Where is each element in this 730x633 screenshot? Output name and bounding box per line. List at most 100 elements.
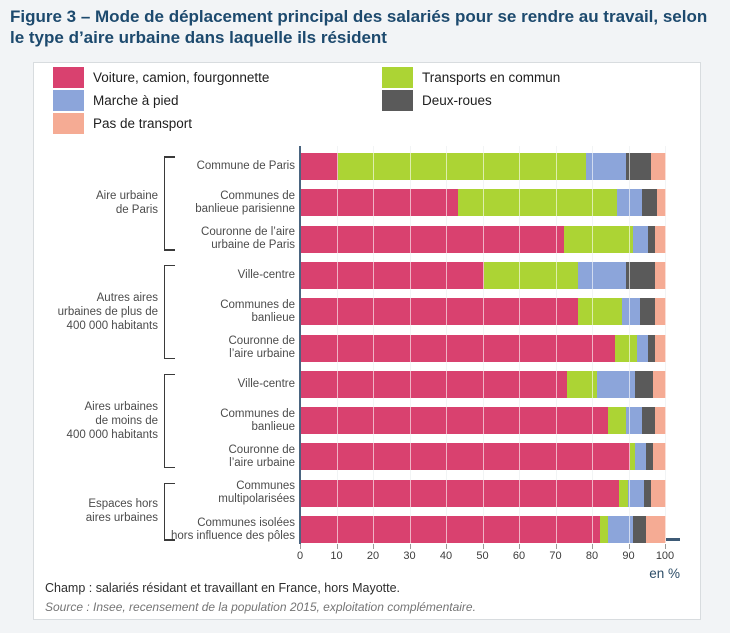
- bar-segment: [642, 189, 657, 217]
- x-tick-30: [409, 544, 411, 549]
- bar-segment: [655, 334, 666, 362]
- row-label: Communes isolées hors influence des pôle…: [170, 516, 295, 542]
- legend-swatch-1: [382, 67, 413, 88]
- scope-note: Champ : salariés résidant et travaillant…: [45, 581, 401, 595]
- x-tick-100: [665, 544, 666, 549]
- x-tick-70: [555, 544, 557, 549]
- bar-row-8: [301, 443, 666, 471]
- bar-segment: [655, 225, 666, 253]
- bar-segment: [301, 370, 568, 398]
- plot-area: en % Commune de Paris Communes de banlieu…: [34, 63, 700, 619]
- x-tick-label-80: 80: [585, 550, 599, 562]
- row-label: Communes de banlieue: [220, 298, 295, 324]
- bar-segment: [301, 443, 630, 471]
- bar-segment: [600, 516, 608, 543]
- bar-segment: [625, 153, 652, 180]
- x-axis-line: [666, 538, 680, 541]
- bar-segment: [634, 370, 654, 398]
- legend-item-2: Marche à pied: [53, 89, 382, 112]
- bar-segment: [618, 479, 628, 507]
- bar-segment: [301, 334, 615, 362]
- legend-label-2: Marche à pied: [93, 93, 179, 108]
- bar-segment: [647, 225, 656, 253]
- legend-item-3: Deux-roues: [382, 89, 560, 112]
- x-tick-label-10: 10: [330, 550, 343, 562]
- bar-segment: [301, 261, 484, 289]
- gridline-overlay-80: [592, 146, 593, 543]
- row-label: Communes de banlieue parisienne: [195, 189, 295, 215]
- bar-segment: [578, 261, 626, 289]
- x-tick-label-0: 0: [296, 550, 304, 562]
- bar-segment: [647, 334, 656, 362]
- row-label: Commune de Paris: [196, 160, 295, 172]
- bar-segment: [627, 479, 645, 507]
- x-tick-label-30: 30: [403, 550, 416, 562]
- y-axis-line: [299, 146, 301, 544]
- x-tick-50: [482, 544, 484, 549]
- group-bracket-3: [164, 482, 175, 542]
- x-tick-60: [519, 544, 520, 549]
- bar-segment: [636, 334, 648, 362]
- group-label-0: Aire urbaine de Paris: [95, 189, 158, 216]
- bar-segment: [301, 225, 564, 253]
- bar-segment: [578, 298, 623, 326]
- bar-segment: [651, 479, 666, 507]
- legend-item-0: Voiture, camion, fourgonnette: [53, 66, 382, 89]
- x-tick-label-100: 100: [655, 550, 675, 562]
- bar-segment: [563, 225, 634, 253]
- bar-row-9: [301, 479, 666, 507]
- gridline-overlay-60: [519, 146, 520, 543]
- bar-segment: [633, 225, 648, 253]
- bar-segment: [644, 479, 652, 507]
- group-label-3: Espaces hors aires urbaines: [85, 498, 158, 525]
- row-label: Communes de banlieue: [220, 407, 295, 433]
- bar-segment: [337, 153, 586, 180]
- x-axis-unit-label: en %: [649, 566, 680, 581]
- legend-label-3: Deux-roues: [422, 93, 492, 108]
- bar-segment: [655, 298, 666, 326]
- row-label: Couronne de l’aire urbaine: [228, 443, 296, 469]
- bar-segment: [655, 261, 666, 289]
- gridline-overlay-100: [665, 146, 666, 543]
- bar-segment: [301, 298, 579, 326]
- gridline-overlay-90: [628, 146, 630, 543]
- group-label-1: Autres aires urbaines de plus de 400 000…: [57, 291, 158, 332]
- gridline-overlay-30: [409, 146, 411, 543]
- bar-segment: [640, 298, 656, 326]
- group-bracket-2: [164, 373, 175, 469]
- row-label: Ville-centre: [237, 268, 295, 281]
- x-tick-label-20: 20: [366, 550, 380, 562]
- gridline-overlay-70: [555, 146, 557, 543]
- row-label: Ville-centre: [237, 377, 295, 390]
- gridline-overlay-50: [482, 146, 484, 543]
- bar-segment: [625, 407, 643, 435]
- group-label-2: Aires urbaines de moins de 400 000 habit…: [66, 400, 158, 441]
- legend-swatch-2: [53, 90, 84, 111]
- gridline-overlay-40: [446, 146, 447, 543]
- row-label: Communes multipolarisées: [218, 480, 295, 506]
- bar-segment: [645, 443, 654, 471]
- bar-row-6: [301, 370, 666, 398]
- gridline-overlay-10: [336, 146, 338, 543]
- bar-segment: [301, 407, 608, 435]
- bar-segment: [301, 189, 458, 217]
- chart-card: Voiture, camion, fourgonnette Transports …: [33, 62, 701, 620]
- x-tick-0: [300, 544, 301, 549]
- row-label: Couronne de l’aire urbaine: [228, 335, 296, 360]
- bar-segment: [301, 516, 601, 543]
- bar-segment: [653, 370, 666, 398]
- bar-row-4: [301, 298, 666, 326]
- legend-swatch-0: [53, 67, 84, 88]
- bar-segment: [651, 153, 666, 180]
- bar-segment: [457, 189, 617, 217]
- x-tick-label-70: 70: [549, 550, 562, 562]
- x-tick-label-60: 60: [512, 550, 526, 562]
- gridline-overlay-20: [373, 146, 374, 543]
- x-tick-40: [446, 544, 447, 549]
- bar-row-3: [301, 261, 666, 289]
- legend: Voiture, camion, fourgonnette Transports …: [53, 66, 560, 135]
- x-tick-label-90: 90: [622, 550, 635, 562]
- bar-segment: [301, 153, 338, 180]
- bar-segment: [629, 443, 635, 471]
